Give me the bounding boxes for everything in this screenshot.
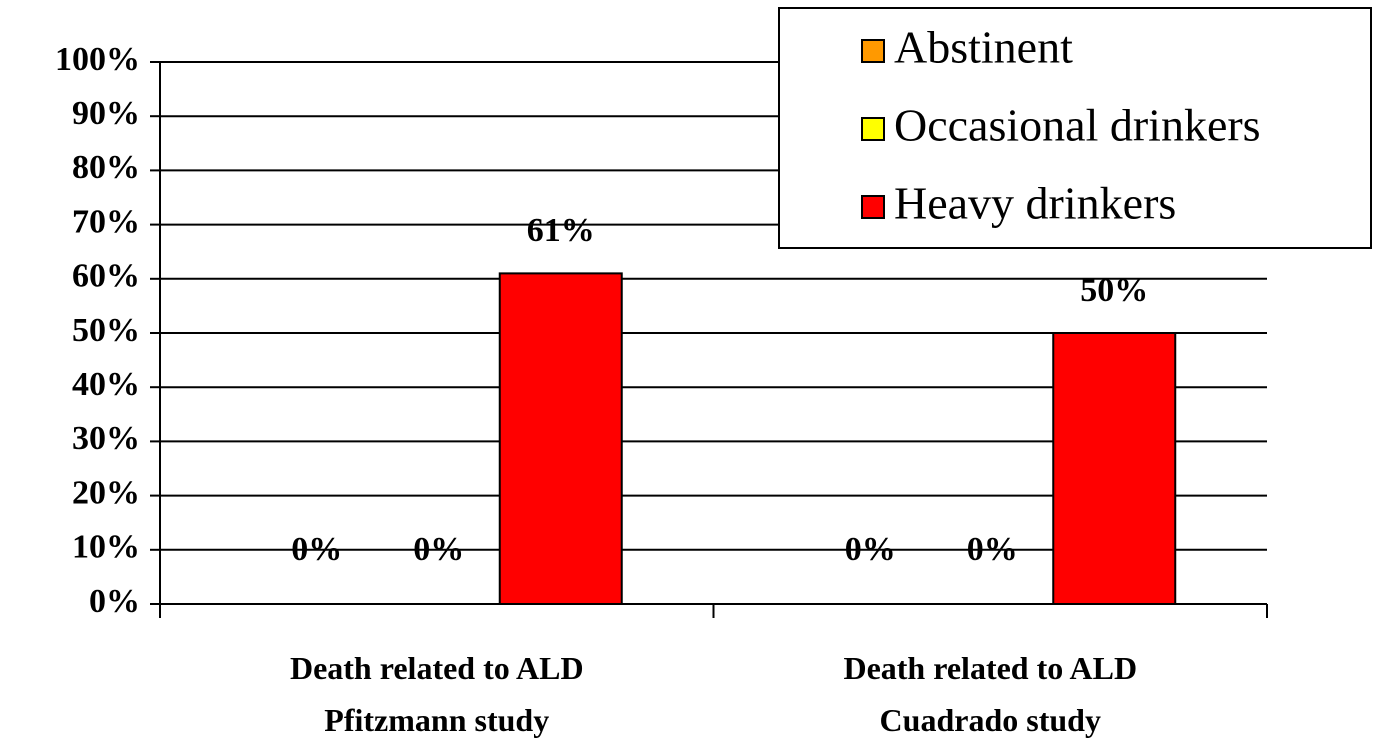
value-label: 0% bbox=[845, 531, 896, 568]
bar bbox=[1052, 332, 1177, 605]
y-tick-label: 90% bbox=[72, 95, 140, 132]
legend-swatch bbox=[861, 39, 885, 63]
y-tick-label: 10% bbox=[72, 529, 140, 566]
value-label: 0% bbox=[413, 531, 464, 568]
y-tick-label: 30% bbox=[72, 420, 140, 457]
legend-label: Heavy drinkers bbox=[894, 178, 1176, 229]
x-tick-label: Death related to ALD Pfitzmann study bbox=[289, 650, 584, 738]
value-label: 0% bbox=[291, 531, 342, 568]
y-tick-label: 80% bbox=[72, 149, 140, 186]
legend-swatch bbox=[861, 117, 885, 141]
x-tick-label: Death related to ALD Cuadrado study bbox=[843, 650, 1138, 738]
value-label: 61% bbox=[527, 212, 595, 249]
y-tick-label: 20% bbox=[72, 474, 140, 511]
bar bbox=[498, 272, 623, 605]
y-tick-label: 40% bbox=[72, 366, 140, 403]
legend-swatch bbox=[861, 195, 885, 219]
y-tick-label: 60% bbox=[72, 258, 140, 295]
y-tick-label: 70% bbox=[72, 203, 140, 240]
legend-label: Occasional drinkers bbox=[894, 100, 1261, 151]
value-label: 0% bbox=[967, 531, 1018, 568]
y-tick-label: 0% bbox=[89, 583, 140, 620]
value-label: 50% bbox=[1080, 272, 1148, 309]
legend-label: Abstinent bbox=[894, 22, 1073, 73]
y-tick-label: 100% bbox=[55, 41, 140, 78]
y-tick-label: 50% bbox=[72, 312, 140, 349]
